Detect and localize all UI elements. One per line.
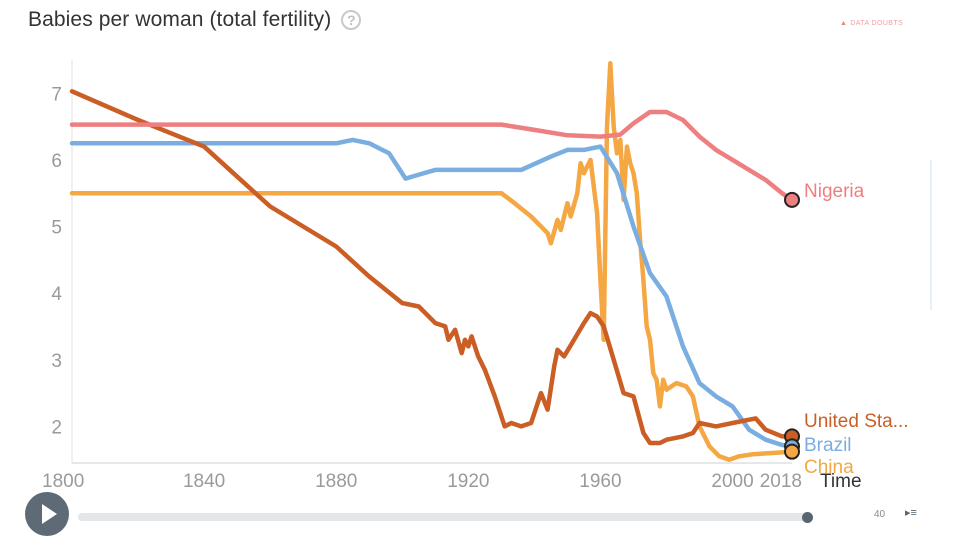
y-axis-ticks: 2 3 4 5 6 7 xyxy=(51,84,62,438)
playback-speed-icon[interactable]: ▸≡ xyxy=(905,507,917,519)
speed-value: 40 xyxy=(874,509,886,520)
chart-axes xyxy=(71,60,792,464)
series-end-marker-china[interactable] xyxy=(784,443,800,460)
play-icon xyxy=(41,504,57,524)
series-end-marker-nigeria[interactable] xyxy=(784,191,800,208)
series-markers xyxy=(784,191,800,460)
y-tick-label: 7 xyxy=(51,84,62,105)
warning-triangle-icon: ▲ xyxy=(840,20,848,27)
y-tick-label: 3 xyxy=(51,351,62,372)
x-tick-label: 1880 xyxy=(315,471,357,492)
line-chart: 2 3 4 5 6 7 1800 1840 1880 1920 1960 2000 2018 Nige… xyxy=(42,60,909,492)
chart-title[interactable]: Babies per woman (total fertility) xyxy=(28,8,332,31)
y-tick-label: 4 xyxy=(51,284,62,305)
y-tick-label: 6 xyxy=(51,151,62,172)
series-label-nigeria[interactable]: Nigeria xyxy=(804,181,865,202)
play-button[interactable] xyxy=(25,492,69,536)
x-tick-label: 2000 xyxy=(711,471,753,492)
series-label-united-states[interactable]: United Sta... xyxy=(804,411,909,432)
x-tick-label: 2018 xyxy=(760,471,802,492)
x-axis-label[interactable]: Time xyxy=(820,471,862,492)
timeline-slider-track[interactable] xyxy=(78,513,808,521)
series-line-brazil[interactable] xyxy=(69,137,795,449)
y-tick-label: 5 xyxy=(51,218,62,239)
series-lines xyxy=(69,61,795,462)
series-label-brazil[interactable]: Brazil xyxy=(804,435,852,456)
x-tick-label: 1840 xyxy=(183,471,225,492)
y-tick-label: 2 xyxy=(51,417,62,438)
help-circle-icon[interactable]: ? xyxy=(341,10,362,30)
series-label-china[interactable]: China xyxy=(804,457,854,478)
series-line-united-states[interactable] xyxy=(69,89,795,446)
series-line-nigeria[interactable] xyxy=(69,109,795,203)
chart-side-divider xyxy=(930,160,932,310)
timeline-slider-handle[interactable] xyxy=(802,512,813,523)
x-tick-label: 1920 xyxy=(447,471,489,492)
chart-header: Babies per woman (total fertility) ? xyxy=(28,8,362,32)
series-line-china[interactable] xyxy=(69,61,795,462)
x-tick-label: 1960 xyxy=(579,471,621,492)
x-axis-ticks: 1800 1840 1880 1920 1960 2000 2018 xyxy=(42,471,802,492)
data-doubts-label: DATA DOUBTS xyxy=(850,20,904,27)
data-doubts-link[interactable]: ▲ DATA DOUBTS xyxy=(840,20,903,27)
x-tick-label: 1800 xyxy=(42,471,84,492)
